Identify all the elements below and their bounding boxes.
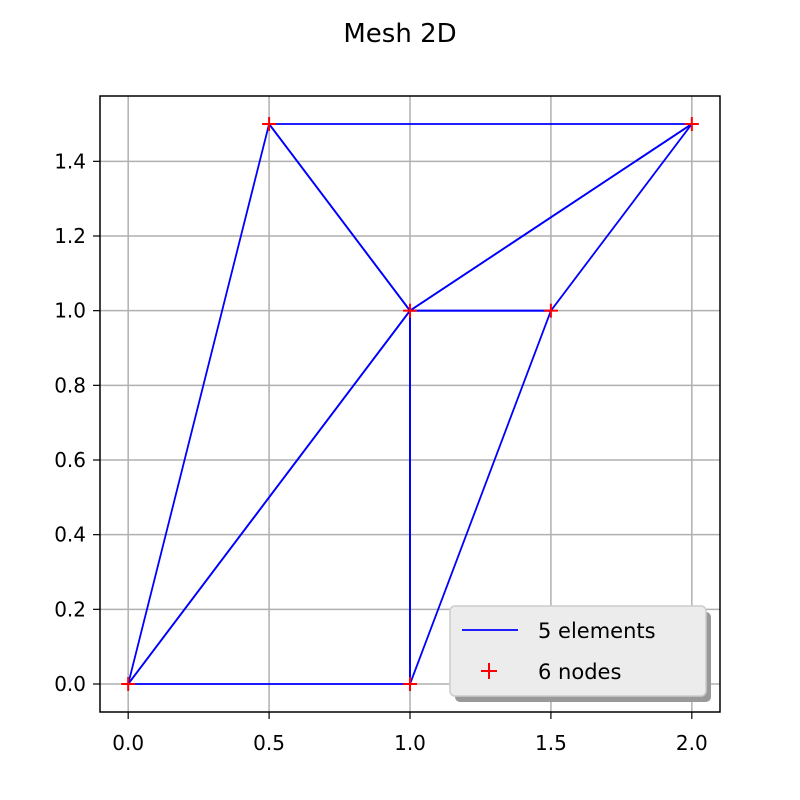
y-axis: 0.0 0.2 0.4 0.6 0.8 1.0 1.2 1.4 [54, 149, 100, 696]
mesh-node [403, 303, 417, 318]
mesh-node [262, 117, 277, 131]
legend-label-elements: 5 elements [538, 619, 656, 643]
mesh-node [403, 677, 417, 691]
mesh-node [543, 303, 558, 318]
y-tick-label: 1.0 [54, 299, 86, 323]
legend: 5 elements 6 nodes [449, 605, 711, 702]
x-tick-label: 0.0 [112, 731, 144, 755]
chart-title: Mesh 2D [343, 19, 456, 49]
legend-box [449, 605, 707, 697]
x-tick-label: 1.0 [394, 731, 426, 755]
y-tick-label: 0.6 [54, 448, 86, 472]
x-tick-label: 0.5 [253, 731, 285, 755]
y-tick-label: 1.2 [54, 224, 86, 248]
mesh-node [684, 117, 699, 131]
mesh-element [268, 123, 693, 312]
legend-marker-swatch [481, 663, 497, 679]
y-tick-label: 0.4 [54, 523, 86, 547]
y-tick-label: 1.4 [54, 149, 86, 173]
x-tick-label: 2.0 [676, 731, 708, 755]
mesh-elements [127, 123, 693, 685]
legend-label-nodes: 6 nodes [538, 660, 621, 684]
y-tick-label: 0.0 [54, 672, 86, 696]
mesh-nodes [121, 117, 699, 691]
x-tick-label: 1.5 [535, 731, 567, 755]
y-tick-label: 0.8 [54, 373, 86, 397]
mesh-node [121, 677, 136, 691]
x-axis: 0.0 0.5 1.0 1.5 2.0 [112, 712, 708, 755]
y-tick-label: 0.2 [54, 597, 86, 621]
